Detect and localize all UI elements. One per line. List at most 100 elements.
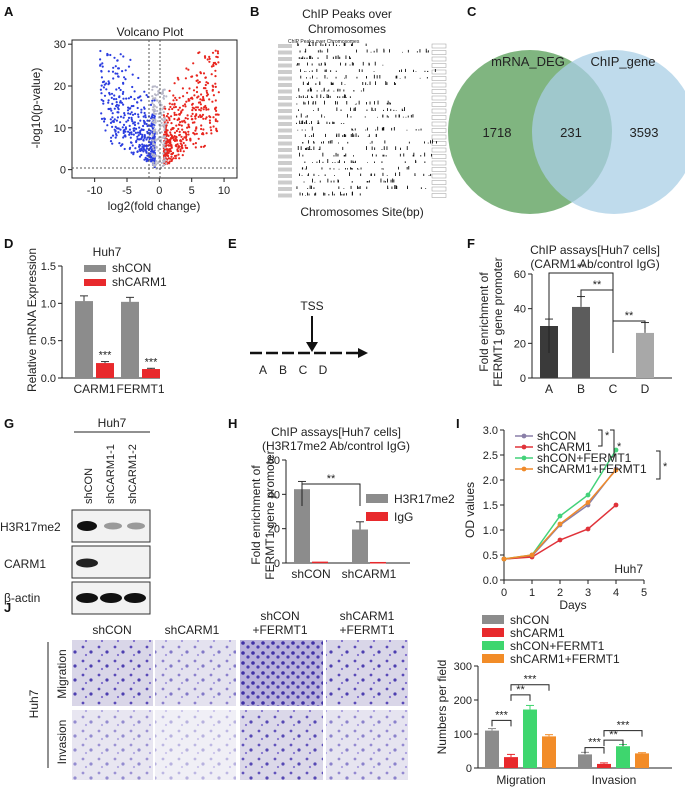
x-tick-label: 4 bbox=[613, 587, 619, 599]
chip-peak bbox=[304, 168, 306, 170]
volcano-point bbox=[110, 109, 113, 112]
chip-peak bbox=[311, 126, 313, 131]
chip-peak bbox=[367, 127, 368, 131]
volcano-point bbox=[103, 94, 107, 97]
chip-peak bbox=[387, 178, 388, 183]
chip-peak bbox=[358, 168, 360, 170]
chip-peak bbox=[350, 160, 352, 163]
volcano-point bbox=[136, 150, 139, 153]
volcano-point bbox=[180, 110, 183, 113]
volcano-point bbox=[107, 70, 110, 73]
volcano-point bbox=[125, 120, 128, 123]
chip-peak bbox=[311, 70, 313, 72]
volcano-point bbox=[114, 129, 117, 133]
growth-curve-chart: OD values Days Huh7 0.0 0.5 1.0 1.5 2.0 2.5 3.… bbox=[463, 425, 668, 612]
chip-peak bbox=[310, 149, 312, 150]
volcano-point bbox=[167, 144, 171, 147]
volcano-point bbox=[131, 120, 134, 123]
chip-peak bbox=[338, 168, 340, 170]
volcano-point bbox=[111, 134, 115, 137]
chip-peak bbox=[353, 134, 355, 137]
y-tick-label: 0 bbox=[520, 373, 526, 385]
chip-peak bbox=[406, 146, 408, 150]
transwell-image bbox=[240, 710, 323, 780]
chip-peak bbox=[355, 103, 357, 105]
chip-peak bbox=[306, 147, 307, 150]
chart-h-title-1: ChIP assays[Huh7 cells] bbox=[271, 425, 401, 439]
chip-peak bbox=[377, 126, 379, 131]
blot-band bbox=[127, 522, 145, 530]
volcano-point bbox=[162, 154, 166, 157]
volcano-point bbox=[162, 96, 165, 99]
y-tick-label: 1.5 bbox=[41, 261, 56, 273]
volcano-point bbox=[153, 85, 157, 88]
chip-peak bbox=[328, 94, 329, 98]
chip-peak bbox=[306, 123, 308, 124]
y-tick-label: 10 bbox=[54, 123, 66, 135]
volcano-point bbox=[106, 124, 109, 127]
volcano-point bbox=[114, 65, 117, 68]
chip-peak bbox=[302, 56, 304, 59]
volcano-point bbox=[116, 106, 119, 109]
volcano-point bbox=[179, 148, 182, 151]
volcano-point bbox=[205, 89, 208, 92]
volcano-point bbox=[191, 112, 194, 115]
transwell-row-invasion: Invasion bbox=[55, 720, 69, 765]
panel-b-label: B bbox=[250, 4, 259, 19]
volcano-point bbox=[127, 106, 130, 109]
volcano-point bbox=[178, 130, 181, 133]
chip-peak bbox=[312, 75, 313, 79]
volcano-point bbox=[162, 106, 165, 109]
chip-peak bbox=[373, 50, 375, 53]
volcano-point bbox=[199, 101, 202, 104]
volcano-point bbox=[154, 161, 157, 164]
volcano-point bbox=[108, 107, 111, 111]
volcano-point bbox=[199, 114, 202, 117]
chip-peak bbox=[328, 89, 330, 92]
volcano-point bbox=[155, 94, 158, 97]
chart-i-xlabel: Days bbox=[559, 598, 586, 612]
chip-peak bbox=[368, 134, 370, 137]
chip-peak bbox=[306, 166, 307, 170]
y-tick-label: 0.0 bbox=[483, 575, 498, 587]
point-shCARM1+FERMT1 bbox=[585, 500, 591, 505]
volcano-point bbox=[204, 87, 207, 90]
chip-peak bbox=[375, 81, 376, 85]
volcano-point bbox=[195, 114, 198, 117]
volcano-point bbox=[130, 133, 133, 136]
volcano-point bbox=[104, 129, 107, 132]
volcano-point bbox=[151, 133, 154, 136]
venn-diagram: mRNA_DEG ChIP_gene 1718 231 3593 bbox=[448, 50, 685, 214]
volcano-point bbox=[151, 118, 154, 121]
promoter-diagram: TSS A B C D bbox=[250, 299, 368, 377]
volcano-point bbox=[114, 132, 118, 136]
significance-label: ** bbox=[327, 473, 336, 485]
chip-peak bbox=[353, 155, 354, 157]
volcano-point bbox=[202, 128, 205, 131]
chip-peak bbox=[345, 75, 347, 79]
chip-peak bbox=[374, 147, 376, 150]
volcano-point bbox=[195, 132, 198, 135]
volcano-point bbox=[212, 63, 215, 66]
significance-bracket bbox=[510, 684, 550, 691]
volcano-point bbox=[134, 131, 137, 134]
volcano-point bbox=[182, 141, 185, 145]
chip-peak bbox=[365, 129, 367, 131]
chip-peak bbox=[324, 75, 326, 79]
volcano-point bbox=[178, 157, 181, 160]
chip-peak bbox=[382, 168, 384, 170]
volcano-point bbox=[212, 116, 215, 119]
chip-peak bbox=[430, 140, 431, 144]
chip-peak bbox=[313, 142, 315, 144]
volcano-point bbox=[145, 94, 148, 97]
chip-peak bbox=[381, 168, 383, 170]
chip-peak bbox=[366, 109, 368, 111]
chip-peak bbox=[300, 123, 302, 124]
volcano-point bbox=[182, 150, 185, 153]
volcano-point bbox=[171, 127, 174, 130]
volcano-point bbox=[117, 67, 120, 70]
volcano-point bbox=[165, 124, 168, 127]
chip-peak bbox=[349, 172, 350, 176]
transwell-head-1a: shCON bbox=[92, 623, 131, 637]
volcano-point bbox=[143, 122, 146, 125]
